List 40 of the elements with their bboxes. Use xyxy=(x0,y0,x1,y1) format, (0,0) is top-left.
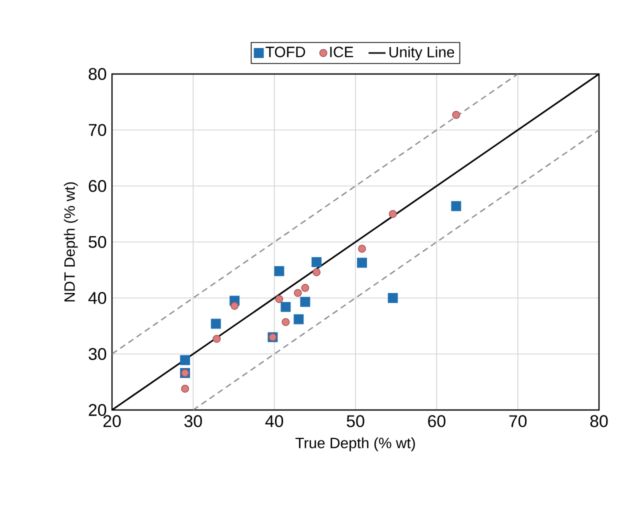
x-tick-label: 80 xyxy=(590,415,608,428)
point xyxy=(451,201,462,212)
y-tick-label: 40 xyxy=(88,292,106,304)
point xyxy=(274,266,284,276)
point xyxy=(301,284,310,292)
point xyxy=(357,258,367,268)
point xyxy=(282,318,290,326)
y-tick-label: 20 xyxy=(88,404,106,416)
x-tick-label: 50 xyxy=(346,415,364,428)
point xyxy=(294,288,302,297)
y-tick-label: 30 xyxy=(88,348,106,360)
point xyxy=(180,355,190,366)
legend-label: Unity Line xyxy=(390,46,454,60)
point xyxy=(388,293,398,303)
point xyxy=(181,384,190,393)
point xyxy=(388,210,397,218)
x-tick-label: 70 xyxy=(509,415,527,428)
point xyxy=(210,318,221,329)
point xyxy=(312,268,321,276)
y-tick-label: 60 xyxy=(88,180,106,192)
x-tick-label: 20 xyxy=(103,415,121,428)
point xyxy=(280,302,291,312)
point xyxy=(230,302,239,310)
point xyxy=(212,334,221,343)
y-tick-label: 70 xyxy=(88,124,106,136)
point xyxy=(294,314,304,324)
x-axis-title: True Depth (% wt) xyxy=(295,437,415,452)
point xyxy=(452,110,460,119)
x-tick-label: 40 xyxy=(265,415,284,428)
point xyxy=(275,295,284,304)
y-axis-title: NDT Depth (% wt) xyxy=(64,182,78,302)
point xyxy=(358,244,366,253)
legend-label: ICE xyxy=(330,46,354,58)
x-tick-label: 30 xyxy=(184,415,202,428)
point xyxy=(312,257,322,268)
y-tick-label: 50 xyxy=(88,236,106,248)
legend-label: TOFD xyxy=(266,46,306,58)
point xyxy=(300,296,310,307)
x-tick-label: 60 xyxy=(428,415,446,428)
y-tick-label: 80 xyxy=(88,68,106,80)
